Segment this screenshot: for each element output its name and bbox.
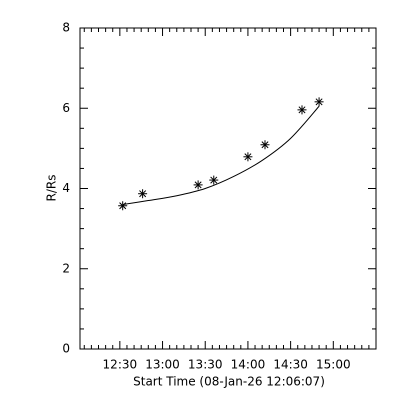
y-tick-label: 4 (62, 181, 70, 195)
fit-line (122, 105, 320, 206)
y-tick-label: 6 (62, 101, 70, 115)
data-point (209, 175, 219, 185)
asterisk-stroke (119, 202, 127, 210)
asterisk-stroke (315, 98, 323, 106)
asterisk-stroke (139, 190, 147, 198)
data-point (260, 140, 270, 150)
x-tick-label: 12:30 (103, 358, 138, 372)
y-tick-label: 2 (62, 261, 70, 275)
data-point (193, 180, 203, 190)
data-point (297, 105, 307, 115)
x-axis-label: Start Time (08-Jan-26 12:06:07) (133, 375, 325, 389)
y-axis-label: R/Rs (45, 175, 59, 202)
x-tick-label: 15:00 (316, 358, 351, 372)
y-tick-label: 8 (62, 21, 70, 35)
x-tick-label: 14:00 (231, 358, 266, 372)
y-tick-label: 0 (62, 342, 70, 356)
plot-frame (79, 27, 377, 350)
data-point (314, 97, 324, 107)
asterisk-stroke (244, 153, 252, 161)
asterisk-stroke (210, 176, 218, 184)
data-point (118, 201, 128, 211)
asterisk-stroke (194, 181, 202, 189)
x-tick-label: 13:30 (188, 358, 223, 372)
x-tick-label: 14:30 (273, 358, 308, 372)
data-point (243, 152, 253, 162)
data-point (138, 189, 148, 199)
asterisk-stroke (298, 106, 306, 114)
x-tick-label: 13:00 (145, 358, 180, 372)
asterisk-stroke (261, 141, 269, 149)
